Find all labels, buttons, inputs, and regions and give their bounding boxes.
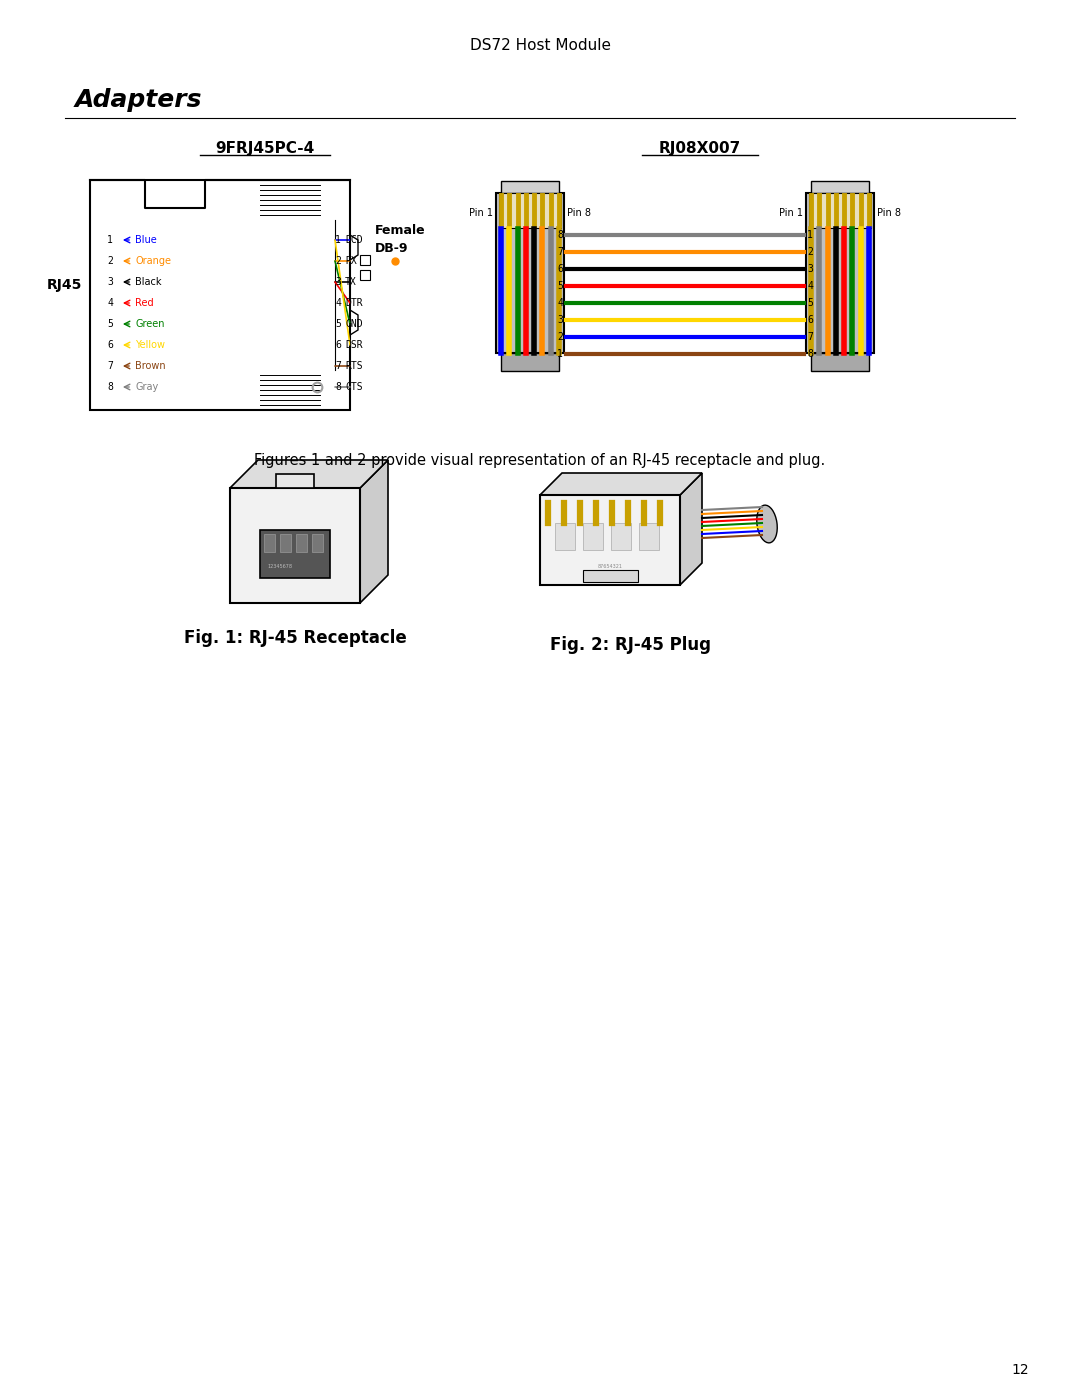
Text: Green: Green [135,319,164,330]
Text: 1: 1 [557,349,563,359]
Polygon shape [501,353,559,372]
Text: Brown: Brown [135,360,165,372]
Text: 12345678: 12345678 [268,563,293,569]
Polygon shape [312,534,323,552]
Text: 7: 7 [557,247,563,257]
Text: 1: 1 [335,235,341,244]
Text: 8: 8 [557,231,563,240]
Polygon shape [806,193,874,353]
Text: 8: 8 [107,381,113,393]
Polygon shape [280,534,291,552]
Polygon shape [540,495,680,585]
Text: 3: 3 [807,264,813,274]
Text: 6: 6 [557,264,563,274]
Text: 1: 1 [807,231,813,240]
Text: 4: 4 [807,281,813,291]
Polygon shape [611,522,631,550]
Text: Adapters: Adapters [75,88,203,112]
Text: 4: 4 [335,298,341,307]
Text: Pin 8: Pin 8 [567,208,591,218]
Text: 6: 6 [107,339,113,351]
Polygon shape [230,460,388,488]
Text: 7: 7 [807,332,813,342]
Polygon shape [809,193,870,228]
Text: TX: TX [345,277,356,286]
Polygon shape [360,270,370,279]
Text: 6: 6 [335,339,341,351]
Text: 12: 12 [1011,1363,1029,1377]
Polygon shape [811,182,869,193]
Text: 5: 5 [807,298,813,307]
Text: 4: 4 [557,298,563,307]
Text: 8: 8 [335,381,341,393]
Text: 87654321: 87654321 [597,564,622,570]
Text: Orange: Orange [135,256,171,265]
Text: 4: 4 [107,298,113,307]
Polygon shape [496,193,564,353]
Text: Pin 8: Pin 8 [877,208,901,218]
Text: Figures 1 and 2 provide visual representation of an RJ-45 receptacle and plug.: Figures 1 and 2 provide visual represent… [255,453,825,468]
Text: RJ45: RJ45 [46,278,82,292]
Polygon shape [583,570,638,583]
Polygon shape [264,534,275,552]
Text: DCD: DCD [345,235,363,244]
Text: 7: 7 [107,360,113,372]
Text: 2: 2 [807,247,813,257]
Polygon shape [583,522,603,550]
Text: 9FRJ45PC-4: 9FRJ45PC-4 [215,141,314,155]
Text: 5: 5 [107,319,113,330]
Text: 1: 1 [107,235,113,244]
Text: Pin 1: Pin 1 [779,208,804,218]
Polygon shape [296,534,307,552]
Text: RJ08X007: RJ08X007 [659,141,741,155]
Polygon shape [811,353,869,372]
Text: 8: 8 [807,349,813,359]
Text: DS72 Host Module: DS72 Host Module [470,38,610,53]
Polygon shape [360,256,370,265]
Text: 3: 3 [557,314,563,326]
Polygon shape [499,193,561,228]
Text: Fig. 1: RJ-45 Receptacle: Fig. 1: RJ-45 Receptacle [184,629,406,647]
Text: 7: 7 [335,360,341,372]
Text: 3: 3 [335,277,341,286]
Polygon shape [276,474,314,488]
Polygon shape [680,474,702,585]
Text: Black: Black [135,277,162,286]
Text: 3: 3 [107,277,113,286]
Text: DTR: DTR [345,298,363,307]
Text: 6: 6 [807,314,813,326]
Text: 2: 2 [107,256,113,265]
Text: Female: Female [375,224,426,236]
Text: 5: 5 [557,281,563,291]
Polygon shape [639,522,659,550]
Polygon shape [540,474,702,495]
Text: RX: RX [345,256,356,265]
Text: 2: 2 [557,332,563,342]
Text: Pin 1: Pin 1 [469,208,492,218]
Text: DB-9: DB-9 [375,242,408,254]
Polygon shape [260,529,330,578]
Text: Gray: Gray [135,381,159,393]
Polygon shape [230,488,360,604]
Text: Blue: Blue [135,235,157,244]
Text: CTS: CTS [345,381,363,393]
Text: 2: 2 [335,256,341,265]
Text: GND: GND [345,319,363,330]
Polygon shape [501,182,559,193]
Text: Red: Red [135,298,153,307]
Ellipse shape [757,506,778,543]
Polygon shape [360,460,388,604]
Text: RTS: RTS [345,360,363,372]
Text: Yellow: Yellow [135,339,165,351]
Text: 5: 5 [335,319,341,330]
Polygon shape [555,522,575,550]
Text: Fig. 2: RJ-45 Plug: Fig. 2: RJ-45 Plug [550,636,711,654]
Text: DSR: DSR [345,339,363,351]
